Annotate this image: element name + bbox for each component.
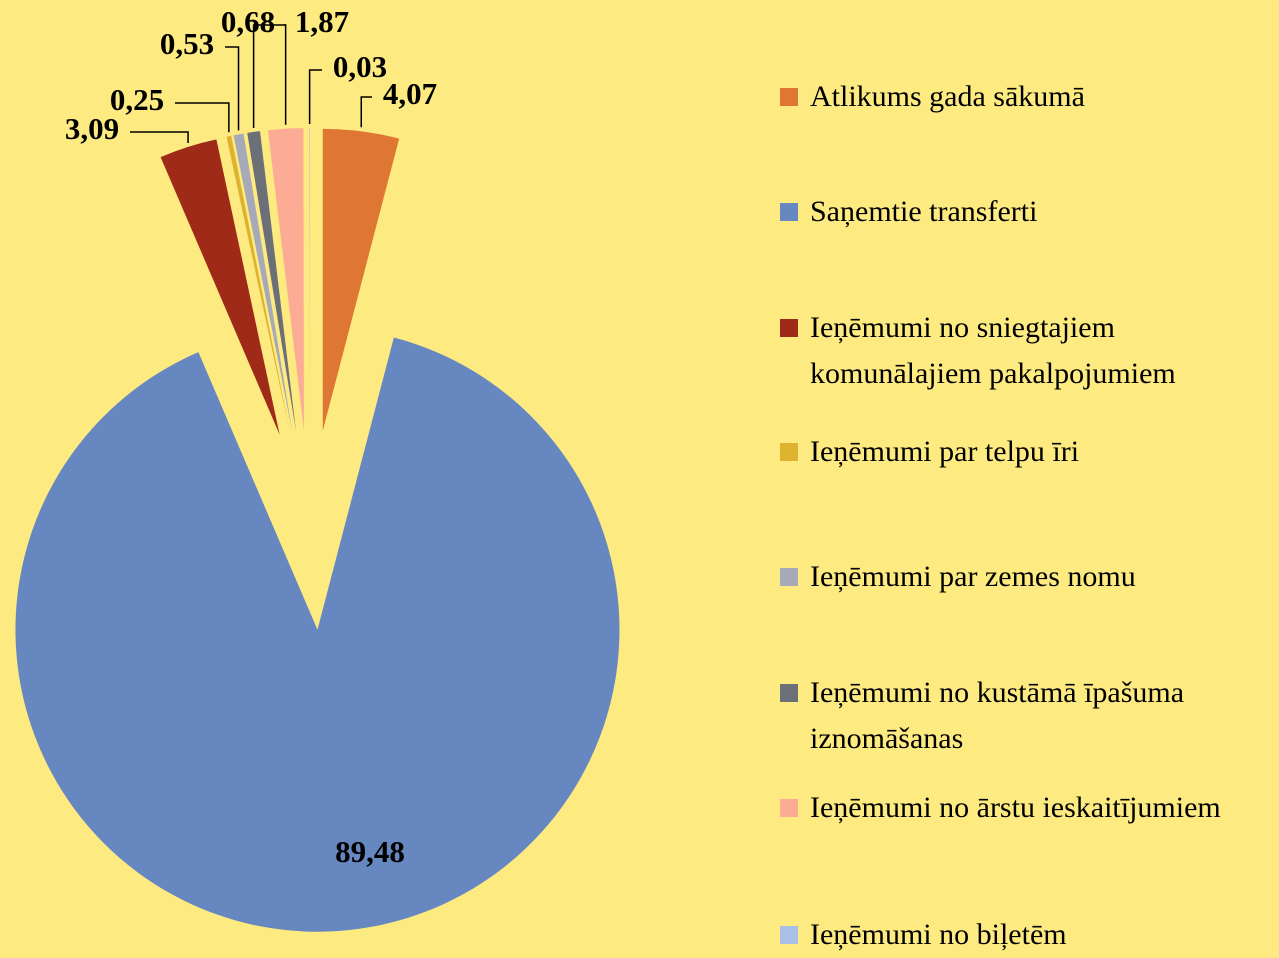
pie-slice — [267, 128, 304, 431]
leader-line — [252, 24, 286, 128]
data-label: 1,87 — [295, 4, 349, 39]
pie-slice — [309, 128, 310, 431]
leader-line — [360, 96, 372, 128]
leader-line — [284, 24, 287, 125]
legend-item: Ieņēmumi no biļetēm — [780, 912, 1279, 958]
leader-line — [175, 102, 230, 133]
data-label: 3,09 — [65, 111, 119, 146]
pie-slice — [226, 135, 290, 433]
legend-item: Saņemtie transferti — [780, 189, 1279, 235]
legend-swatch — [780, 684, 798, 702]
legend-label: Ieņēmumi no sniegtajiem komunālajiem pak… — [810, 311, 1176, 390]
legend-swatch — [780, 443, 798, 461]
legend-item: Atlikums gada sākumā — [780, 74, 1279, 120]
legend-label: Ieņēmumi no biļetēm — [810, 918, 1067, 951]
legend-label: Ieņēmumi par zemes nomu — [810, 560, 1136, 593]
legend-swatch — [780, 319, 798, 337]
legend-swatch — [780, 88, 798, 106]
legend-item: Ieņēmumi no kustāmā īpašuma iznomāšanas — [780, 670, 1279, 762]
legend-swatch — [780, 203, 798, 221]
legend-label: Ieņēmumi no ārstu ieskaitījumiem — [810, 791, 1221, 824]
data-label: 0,53 — [160, 26, 214, 61]
chart: 4,07 89,48 3,090,25 0,530,68 1,87 0,03 — [15, 4, 620, 932]
pie-slice — [233, 133, 293, 432]
pie-slice — [15, 337, 620, 932]
leader-line — [308, 69, 322, 125]
legend-item: Ieņēmumi no ārstu ieskaitījumiem — [780, 785, 1279, 831]
leader-line — [130, 131, 189, 143]
data-label: 4,07 — [383, 76, 437, 111]
legend-item: Ieņēmumi no sniegtajiem komunālajiem pak… — [780, 305, 1279, 397]
legend-label: Saņemtie transferti — [810, 195, 1038, 228]
pie-slice — [247, 131, 296, 431]
data-label: 0,68 — [221, 4, 275, 39]
legend-label: Ieņēmumi par telpu īri — [810, 435, 1080, 468]
legend-swatch — [780, 568, 798, 586]
legend-item: Ieņēmumi par telpu īri — [780, 429, 1279, 475]
legend-item: Ieņēmumi par zemes nomu — [780, 554, 1279, 600]
data-label: 0,03 — [333, 49, 387, 84]
legend-swatch — [780, 799, 798, 817]
pie-slice — [322, 128, 400, 431]
data-label: 0,25 — [110, 82, 164, 117]
legend-label: Ieņēmumi no kustāmā īpašuma iznomāšanas — [810, 676, 1185, 755]
data-label: 89,48 — [335, 834, 405, 869]
legend-label: Atlikums gada sākumā — [810, 80, 1085, 113]
leader-line — [225, 46, 240, 131]
pie-slice — [160, 139, 280, 435]
legend-swatch — [780, 926, 798, 944]
